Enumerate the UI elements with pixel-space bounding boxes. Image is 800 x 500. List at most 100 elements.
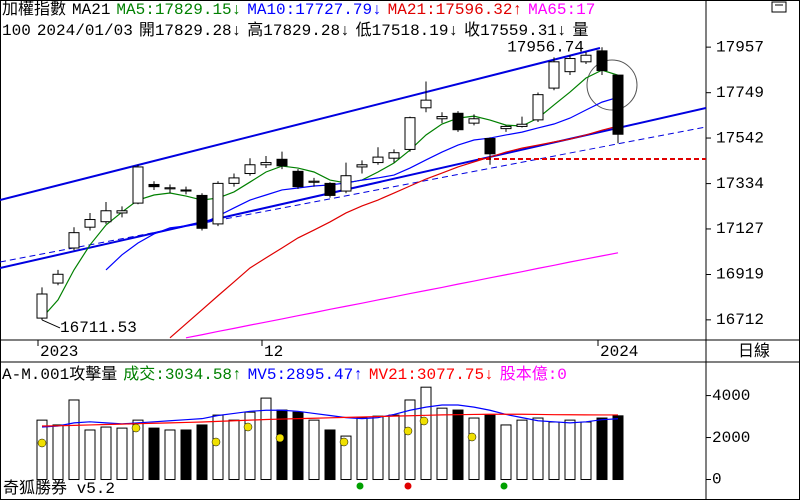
header-item: A-M.001攻擊量 (2, 365, 117, 384)
volume-bar (532, 417, 544, 481)
candle-body (100, 210, 112, 223)
volume-bar (468, 417, 480, 481)
volume-bar (116, 427, 128, 481)
candle-body (612, 74, 624, 135)
volume-bar (164, 429, 176, 481)
candle-body (116, 210, 128, 214)
volume-bar (308, 419, 320, 481)
candle-body (196, 194, 208, 229)
volume-bar (132, 419, 144, 481)
signal-dot (419, 416, 429, 426)
candle-body (596, 50, 608, 72)
candle-body (436, 116, 448, 120)
volume-bar (580, 421, 592, 481)
signal-dot (131, 423, 141, 433)
volume-bar (36, 419, 48, 481)
header-item: MV5:2895.47↑ (248, 366, 363, 384)
x-tick-label: 2024 (600, 343, 638, 361)
header-item: 低17518.19↓ (356, 21, 458, 40)
header-item: MA21:17596.32↑ (388, 1, 522, 19)
header-item: MA65:17 (528, 1, 595, 19)
footer: 奇狐勝券 v5.2 (3, 479, 115, 498)
header: A-M.001攻擊量 成交:3034.58↑ MV5:2895.47↑ MV21:30… (2, 365, 567, 384)
candle-body (132, 166, 144, 204)
period-label: 日線 (738, 342, 770, 361)
candle-body (308, 180, 320, 183)
volume-bar (500, 424, 512, 481)
volume-bar (52, 424, 64, 481)
candle-body (532, 94, 544, 121)
signal-dot (339, 437, 349, 447)
header-item: 收17559.31↓ (464, 21, 566, 40)
x-tick-label: 2023 (40, 343, 78, 361)
candle-body (484, 137, 496, 155)
header-item: 量 (573, 22, 589, 40)
window-button[interactable] (771, 1, 787, 13)
volume-bar (244, 411, 256, 481)
signal-dot (356, 482, 364, 490)
y-tick-label: 17957 (716, 38, 764, 56)
candle-body (500, 125, 512, 130)
ma-line (185, 252, 619, 339)
y-tick-label: 0 (712, 471, 722, 489)
candle-body (372, 156, 384, 164)
volume-bar (372, 415, 384, 481)
low-label: 16711.53 (60, 319, 137, 337)
candle-body (292, 170, 304, 188)
header-item: MA10:17727.79↓ (247, 1, 381, 19)
high-label: 17956.74 (507, 38, 584, 56)
volume-bar (356, 417, 368, 481)
signal-dots (37, 416, 508, 490)
header-item: 成交:3034.58↑ (123, 365, 241, 384)
signal-dot (403, 426, 413, 436)
candle-body (276, 158, 288, 167)
volume-bar (612, 415, 624, 481)
volume-bar (196, 424, 208, 481)
signal-dot (500, 482, 508, 490)
candle-body (548, 61, 560, 89)
candle-body (148, 183, 160, 188)
volume-bar (100, 426, 112, 481)
y-tick-label: 16712 (716, 311, 764, 329)
candle-body (580, 54, 592, 63)
header-item: 100 (2, 22, 31, 40)
signal-dot (404, 482, 412, 490)
volume-bar (212, 414, 224, 481)
trend-line (0, 47, 601, 201)
y-tick-label: 17542 (716, 129, 764, 147)
signal-dot (243, 422, 253, 432)
volume-bar (548, 421, 560, 481)
volume-bar (260, 397, 272, 481)
candle-body (388, 152, 400, 159)
volume-bar (148, 427, 160, 481)
candle-body (564, 58, 576, 73)
y-tick-label: 17749 (716, 84, 764, 102)
volume-bar (516, 419, 528, 481)
candle-body (228, 177, 240, 184)
volume-bar (276, 409, 288, 481)
header-item: 2024/01/03 (37, 22, 133, 40)
header: 100 2024/01/03 開17829.28↓ 高17829.28↓ 低17518.… (2, 21, 589, 40)
candle-body (468, 118, 480, 124)
volume-bar (484, 414, 496, 481)
header: 加權指數 MA21 MA5:17829.15↓ MA10:17727.79↓ MA21:… (2, 0, 595, 19)
candle-body (260, 162, 272, 166)
x-tick-label: 12 (264, 343, 283, 361)
signal-dot (275, 433, 285, 443)
candle-body (84, 219, 96, 228)
y-tick-label: 16919 (716, 266, 764, 284)
price-plot: 17956.74 16711.53 (36, 38, 624, 339)
candle-body (52, 273, 64, 284)
volume-bar (596, 417, 608, 481)
volume-bar (324, 429, 336, 481)
candle-body (404, 117, 416, 150)
signal-dot (211, 437, 221, 447)
y-tick-label: 2000 (712, 429, 750, 447)
volume-bar (564, 419, 576, 481)
candle-body (340, 175, 352, 192)
header-item: 高17829.28↓ (247, 21, 349, 40)
volume-bar (436, 407, 448, 481)
candle-body (212, 182, 224, 225)
volume-bar (452, 409, 464, 481)
